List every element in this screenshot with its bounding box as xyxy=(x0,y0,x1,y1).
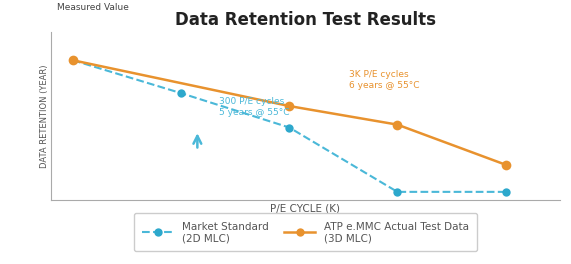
Text: 3K P/E cycles
6 years @ 55°C: 3K P/E cycles 6 years @ 55°C xyxy=(349,70,419,90)
Y-axis label: DATA RETENTION (YEAR): DATA RETENTION (YEAR) xyxy=(39,64,49,168)
Text: Data Retention
Measured Value: Data Retention Measured Value xyxy=(57,0,128,12)
X-axis label: P/E CYCLE (K): P/E CYCLE (K) xyxy=(271,203,340,213)
Text: 300 P/E cycles
5 years @ 55°C: 300 P/E cycles 5 years @ 55°C xyxy=(219,97,289,117)
Legend: Market Standard
(2D MLC), ATP e.MMC Actual Test Data
(3D MLC): Market Standard (2D MLC), ATP e.MMC Actu… xyxy=(134,213,477,252)
Title: Data Retention Test Results: Data Retention Test Results xyxy=(175,11,436,29)
